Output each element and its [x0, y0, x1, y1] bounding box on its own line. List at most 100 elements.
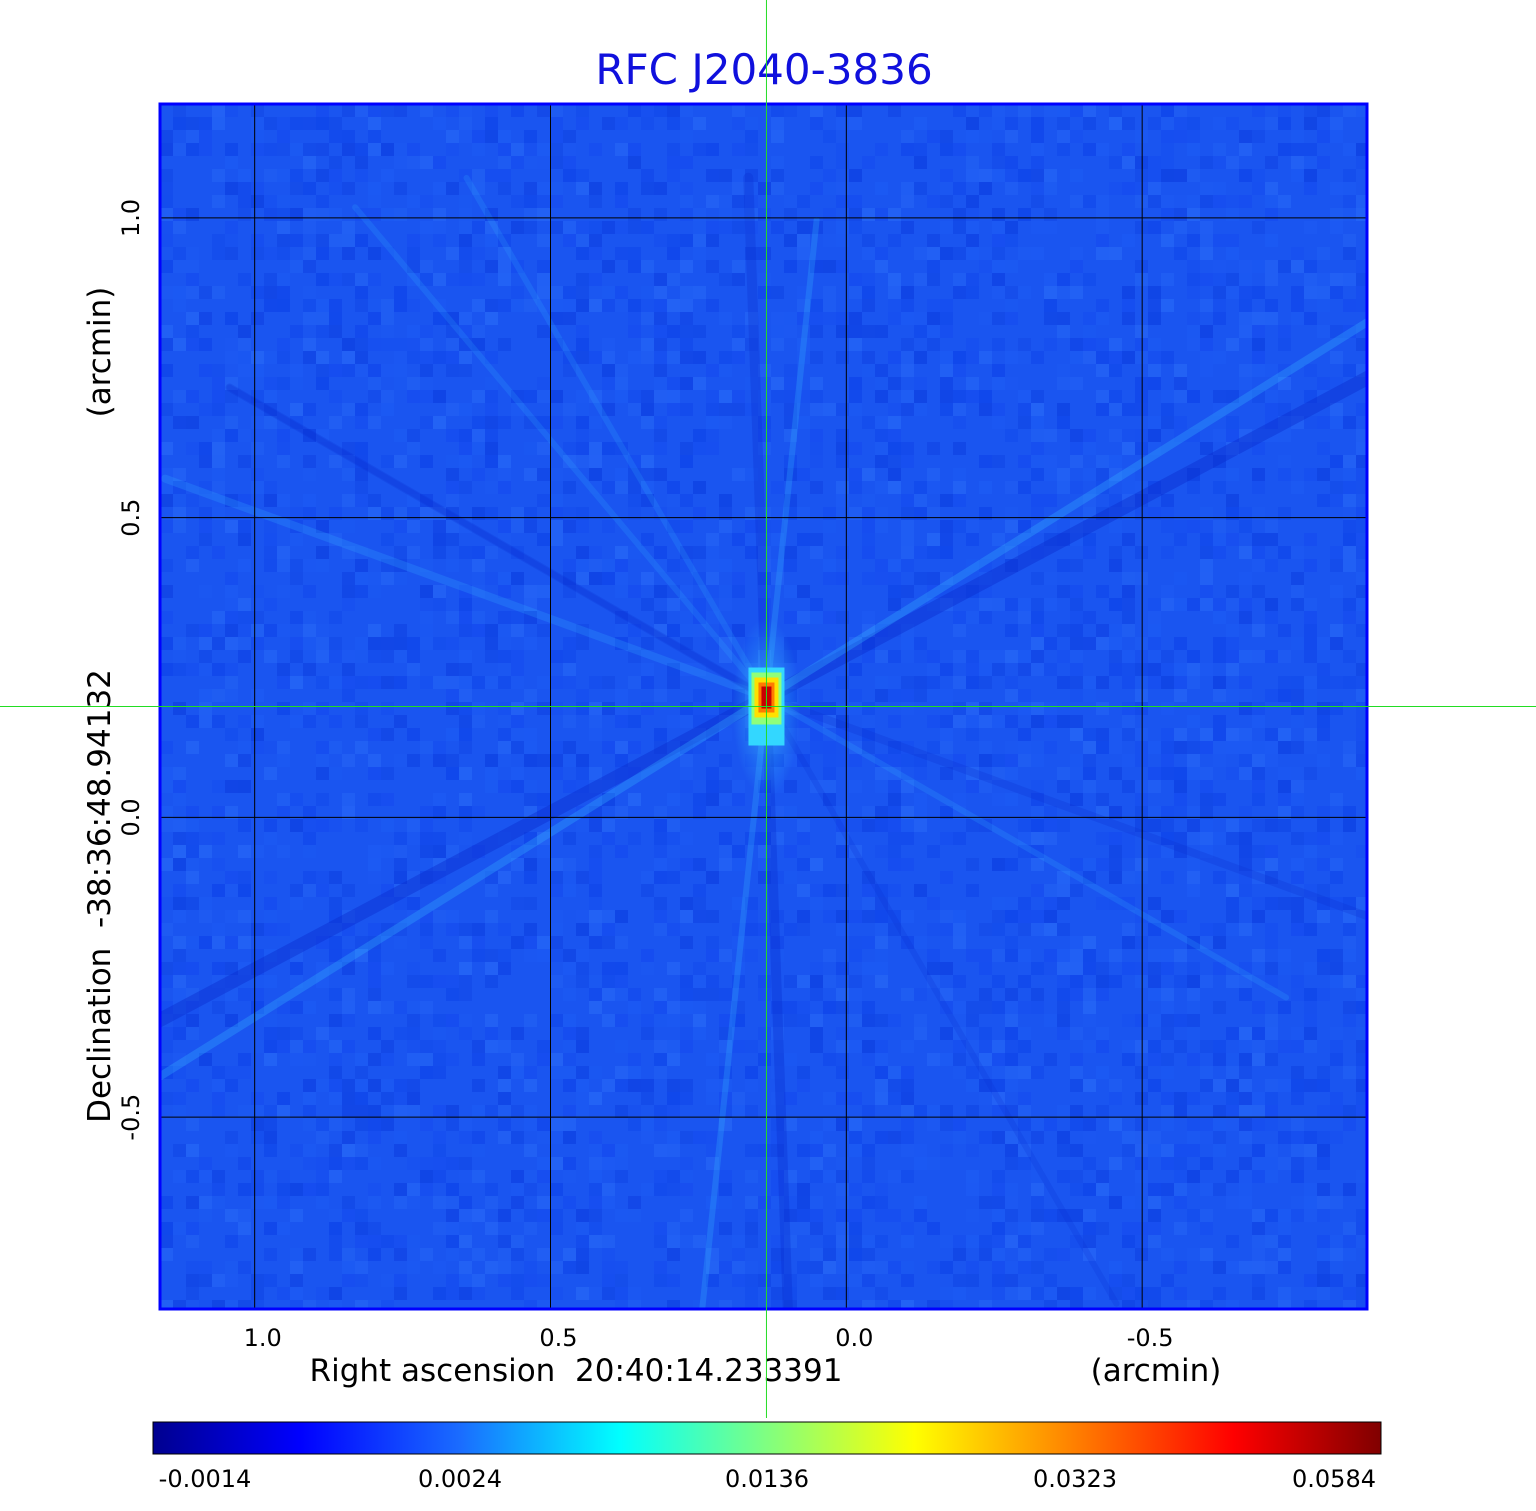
noise-pixel [1070, 1066, 1083, 1079]
noise-pixel [888, 780, 901, 793]
noise-pixel [836, 1287, 849, 1300]
noise-pixel [1057, 377, 1070, 390]
noise-pixel [1200, 806, 1213, 819]
sidelobe-streak [160, 690, 774, 1028]
noise-pixel [212, 234, 225, 247]
noise-pixel [1226, 819, 1239, 832]
noise-pixel [1070, 1300, 1083, 1309]
noise-pixel [797, 715, 810, 728]
noise-pixel [654, 1183, 667, 1196]
noise-pixel [303, 221, 316, 234]
noise-pixel [576, 351, 589, 364]
noise-pixel [836, 910, 849, 923]
noise-pixel [290, 208, 303, 221]
noise-pixel [927, 1053, 940, 1066]
noise-pixel [589, 728, 602, 741]
noise-pixel [888, 481, 901, 494]
noise-pixel [680, 585, 693, 598]
noise-pixel [667, 494, 680, 507]
noise-pixel [1200, 767, 1213, 780]
noise-pixel [459, 338, 472, 351]
noise-pixel [1356, 546, 1367, 559]
noise-pixel [953, 1053, 966, 1066]
noise-pixel [992, 598, 1005, 611]
noise-pixel [771, 390, 784, 403]
noise-pixel [1265, 416, 1278, 429]
noise-pixel [615, 1105, 628, 1118]
noise-pixel [1135, 1300, 1148, 1309]
noise-pixel [823, 234, 836, 247]
noise-pixel [589, 845, 602, 858]
noise-pixel [1252, 1248, 1265, 1261]
noise-pixel [1096, 1066, 1109, 1079]
noise-pixel [602, 923, 615, 936]
noise-pixel [1226, 624, 1239, 637]
noise-pixel [1265, 1235, 1278, 1248]
noise-pixel [459, 962, 472, 975]
noise-pixel [680, 455, 693, 468]
noise-pixel [381, 1092, 394, 1105]
noise-pixel [368, 1248, 381, 1261]
noise-pixel [875, 1261, 888, 1274]
noise-pixel [1252, 312, 1265, 325]
noise-pixel [1161, 1248, 1174, 1261]
noise-pixel [1070, 442, 1083, 455]
noise-pixel [940, 1001, 953, 1014]
noise-pixel [745, 533, 758, 546]
noise-pixel [1135, 936, 1148, 949]
noise-pixel [1291, 312, 1304, 325]
noise-pixel [901, 520, 914, 533]
noise-pixel [784, 494, 797, 507]
noise-pixel [511, 286, 524, 299]
noise-pixel [1304, 676, 1317, 689]
noise-pixel [693, 897, 706, 910]
noise-pixel [706, 715, 719, 728]
noise-pixel [1252, 845, 1265, 858]
noise-pixel [576, 689, 589, 702]
noise-pixel [849, 845, 862, 858]
noise-pixel [693, 962, 706, 975]
noise-pixel [1278, 117, 1291, 130]
noise-pixel [524, 195, 537, 208]
noise-pixel [212, 247, 225, 260]
noise-pixel [1174, 1092, 1187, 1105]
noise-pixel [550, 975, 563, 988]
noise-pixel [173, 897, 186, 910]
noise-pixel [862, 1144, 875, 1157]
noise-pixel [342, 1157, 355, 1170]
noise-pixel [1265, 1027, 1278, 1040]
noise-pixel [1343, 936, 1356, 949]
noise-pixel [1239, 923, 1252, 936]
noise-pixel [420, 364, 433, 377]
noise-pixel [1265, 845, 1278, 858]
noise-pixel [771, 156, 784, 169]
noise-pixel [667, 1131, 680, 1144]
noise-pixel [901, 1261, 914, 1274]
noise-pixel [693, 442, 706, 455]
noise-pixel [654, 312, 667, 325]
noise-pixel [394, 1235, 407, 1248]
noise-pixel [1343, 234, 1356, 247]
noise-pixel [810, 442, 823, 455]
noise-pixel [1031, 156, 1044, 169]
noise-pixel [1252, 949, 1265, 962]
noise-pixel [1005, 858, 1018, 871]
noise-pixel [667, 1040, 680, 1053]
noise-pixel [1226, 468, 1239, 481]
noise-pixel [667, 624, 680, 637]
noise-pixel [264, 1105, 277, 1118]
noise-pixel [368, 728, 381, 741]
noise-pixel [1005, 1105, 1018, 1118]
noise-pixel [1031, 780, 1044, 793]
noise-pixel [420, 624, 433, 637]
noise-pixel [303, 663, 316, 676]
noise-pixel [693, 286, 706, 299]
noise-pixel [1252, 1170, 1265, 1183]
noise-pixel [1135, 1287, 1148, 1300]
noise-pixel [693, 481, 706, 494]
noise-pixel [1135, 702, 1148, 715]
noise-pixel [1018, 754, 1031, 767]
noise-pixel [1122, 702, 1135, 715]
noise-pixel [1122, 286, 1135, 299]
noise-pixel [966, 273, 979, 286]
